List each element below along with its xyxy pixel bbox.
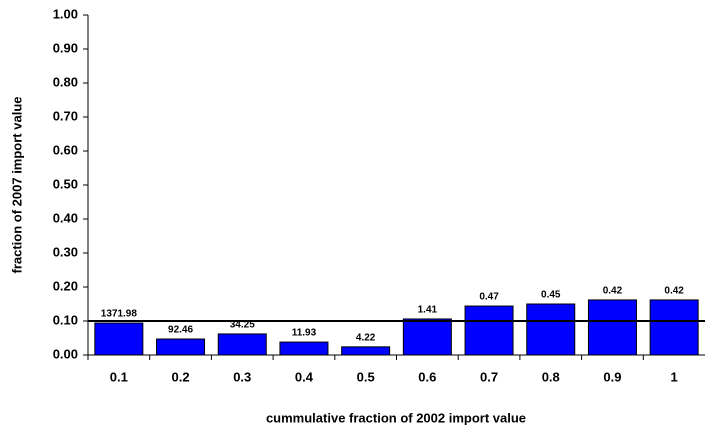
y-tick-label: 0.40 <box>53 210 78 225</box>
bar <box>526 303 576 356</box>
y-tick-label: 0.50 <box>53 176 78 191</box>
x-tick-label: 0.4 <box>295 369 314 384</box>
x-tick-label: 0.9 <box>603 369 621 384</box>
x-tick-label: 1 <box>671 369 678 384</box>
y-tick-label: 0.30 <box>53 244 78 259</box>
x-tick-label: 0.2 <box>172 369 190 384</box>
annotation: 1.41 <box>418 305 438 316</box>
annotation: 34.25 <box>230 320 255 331</box>
x-tick-label: 0.5 <box>357 369 375 384</box>
x-tick-label: 0.3 <box>233 369 251 384</box>
bar <box>341 346 391 356</box>
bar <box>94 322 144 356</box>
x-axis-title: cummulative fraction of 2002 import valu… <box>266 410 526 425</box>
bar <box>649 299 699 356</box>
y-tick-label: 0.90 <box>53 40 78 55</box>
annotation: 0.42 <box>603 286 623 297</box>
bar <box>217 333 267 356</box>
y-tick-label: 1.00 <box>53 6 78 21</box>
x-tick-label: 0.7 <box>480 369 498 384</box>
y-tick-label: 0.10 <box>53 312 78 327</box>
annotation: 0.45 <box>541 290 561 301</box>
y-axis-title: fraction of 2007 import value <box>9 97 24 274</box>
y-tick-label: 0.70 <box>53 108 78 123</box>
annotation: 11.93 <box>292 328 317 339</box>
annotation: 0.42 <box>664 286 684 297</box>
x-tick-label: 0.8 <box>542 369 560 384</box>
annotation: 4.22 <box>356 332 376 343</box>
bar <box>464 305 514 356</box>
annotation: 0.47 <box>479 292 499 303</box>
bar <box>156 338 206 356</box>
bar <box>279 341 329 356</box>
y-tick-label: 0.00 <box>53 346 78 361</box>
y-tick-label: 0.20 <box>53 278 78 293</box>
x-tick-label: 0.1 <box>110 369 128 384</box>
y-tick-label: 0.80 <box>53 74 78 89</box>
annotation: 92.46 <box>168 325 193 336</box>
y-tick-label: 0.60 <box>53 142 78 157</box>
bar <box>402 318 452 356</box>
x-tick-label: 0.6 <box>418 369 436 384</box>
bar <box>587 299 637 356</box>
annotation: 1371.98 <box>101 309 138 320</box>
